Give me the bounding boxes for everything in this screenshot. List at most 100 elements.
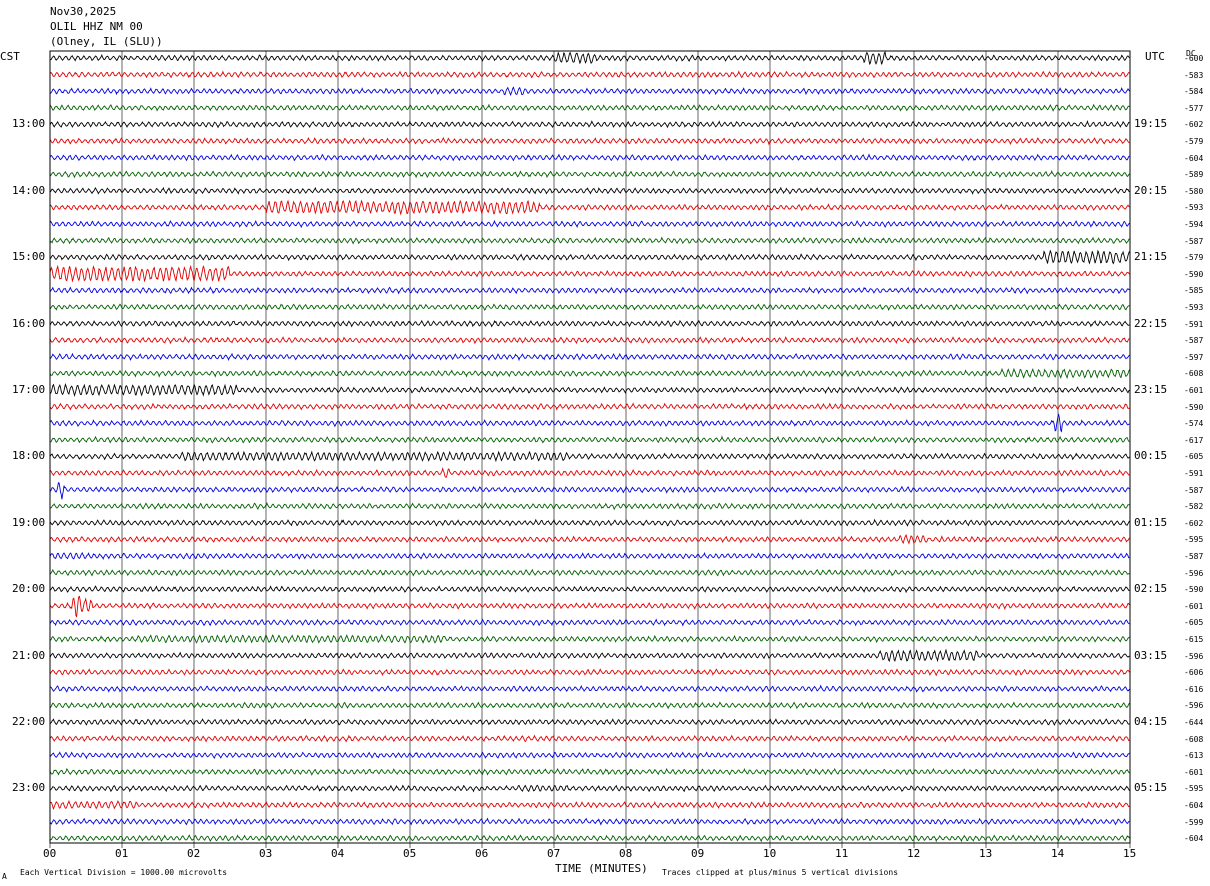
x-tick-label: 12 xyxy=(907,847,921,860)
dc-offset-label: -604 xyxy=(1184,834,1204,844)
right-hour-label: 04:15 xyxy=(1134,715,1168,728)
trace-33 xyxy=(49,595,1130,618)
trace-24 xyxy=(49,450,1130,463)
dc-offset-label: -584 xyxy=(1184,87,1204,97)
trace-28 xyxy=(49,518,1130,527)
dc-offset-label: -589 xyxy=(1184,170,1204,180)
dc-offset-label: -601 xyxy=(1184,386,1204,395)
trace-31 xyxy=(49,568,1130,577)
trace-45 xyxy=(49,799,1130,811)
dc-offset-label: -608 xyxy=(1184,734,1204,744)
trace-18 xyxy=(49,352,1130,362)
dc-offset-label: -587 xyxy=(1184,552,1204,561)
dc-offset-label: -644 xyxy=(1184,718,1204,727)
right-hour-label: 22:15 xyxy=(1134,316,1168,330)
trace-38 xyxy=(50,684,1130,693)
x-tick-label: 03 xyxy=(259,847,273,860)
dc-offset-label: -579 xyxy=(1184,137,1204,146)
trace-41 xyxy=(49,734,1130,743)
trace-3 xyxy=(49,103,1130,112)
dc-offset-label: -613 xyxy=(1184,751,1204,761)
dc-offset-label: -580 xyxy=(1184,186,1204,196)
trace-46 xyxy=(49,817,1130,826)
trace-39 xyxy=(49,701,1130,710)
trace-5 xyxy=(49,136,1130,146)
right-timezone-label: UTC xyxy=(1145,50,1165,63)
right-hour-label: 02:15 xyxy=(1134,582,1168,596)
dc-offset-label: -599 xyxy=(1184,817,1204,827)
trace-0 xyxy=(49,51,1130,66)
trace-42 xyxy=(49,751,1130,760)
x-tick-label: 06 xyxy=(475,847,489,860)
dc-offset-label: -587 xyxy=(1184,336,1204,346)
dc-offset-label: -587 xyxy=(1184,236,1204,246)
left-hour-label: 19:00 xyxy=(12,515,46,529)
seismic-traces xyxy=(49,51,1130,843)
dc-offset-label: -596 xyxy=(1184,651,1204,661)
dc-offset-label: -600 xyxy=(1184,54,1204,63)
dc-offset-label: -616 xyxy=(1184,684,1204,694)
dc-offset-label: -615 xyxy=(1184,635,1204,644)
trace-15 xyxy=(49,303,1130,311)
x-tick-label: 10 xyxy=(763,847,777,860)
trace-2 xyxy=(49,86,1130,97)
left-hour-label: 21:00 xyxy=(12,648,46,662)
x-tick-label: 05 xyxy=(403,847,417,860)
right-hour-label: 20:15 xyxy=(1134,183,1168,197)
dc-offset-label: -587 xyxy=(1184,485,1204,495)
dc-offset-label: -595 xyxy=(1184,784,1204,794)
dc-offset-label: -601 xyxy=(1184,767,1204,777)
x-tick-label: 09 xyxy=(691,847,705,860)
dc-offset-label: -596 xyxy=(1184,568,1204,578)
trace-36 xyxy=(49,648,1130,663)
left-hour-label: 17:00 xyxy=(12,383,46,396)
right-hour-label: 00:15 xyxy=(1134,449,1168,463)
plot-frame xyxy=(49,50,1131,844)
dc-offset-label: -604 xyxy=(1184,153,1204,163)
left-hour-label: 16:00 xyxy=(12,316,46,330)
left-hour-label: 23:00 xyxy=(12,781,46,795)
dc-offset-label: -617 xyxy=(1184,435,1204,445)
left-hour-label: 22:00 xyxy=(12,715,46,728)
trace-13 xyxy=(49,264,1130,283)
trace-10 xyxy=(49,219,1130,229)
trace-12 xyxy=(49,249,1130,265)
clip-note: Traces clipped at plus/minus 5 vertical … xyxy=(662,868,899,877)
trace-7 xyxy=(49,170,1130,179)
trace-32 xyxy=(49,585,1130,594)
trace-16 xyxy=(49,319,1130,328)
dc-offset-label: -590 xyxy=(1184,585,1204,595)
dc-offset-label: -605 xyxy=(1184,618,1204,628)
dc-offset-label: -591 xyxy=(1184,319,1204,329)
right-hour-label: 03:15 xyxy=(1134,648,1168,662)
trace-29 xyxy=(49,534,1130,545)
trace-44 xyxy=(49,784,1130,793)
dc-offset-label: -585 xyxy=(1184,286,1204,296)
dc-offset-label: -583 xyxy=(1184,70,1204,80)
header-location: (Olney, IL (SLU)) xyxy=(50,35,163,48)
trace-21 xyxy=(49,402,1130,411)
dc-offset-label: -591 xyxy=(1184,469,1204,478)
plot-border xyxy=(49,50,1131,844)
trace-47 xyxy=(49,834,1130,843)
x-tick-label: 08 xyxy=(619,847,633,860)
dc-offset-label: -605 xyxy=(1184,452,1204,462)
right-hour-label: 19:15 xyxy=(1134,117,1168,131)
left-timezone-label: CST xyxy=(0,50,20,63)
trace-43 xyxy=(49,767,1130,776)
corner-mark: A xyxy=(2,872,7,881)
dc-offset-label: -601 xyxy=(1184,601,1204,611)
dc-offset-label: -593 xyxy=(1184,303,1204,312)
x-tick-label: 14 xyxy=(1051,847,1065,860)
dc-offset-label: -597 xyxy=(1184,352,1204,362)
x-tick-label: 04 xyxy=(331,847,345,860)
x-tick-label: 13 xyxy=(979,847,993,860)
dc-offset-label: -594 xyxy=(1184,220,1204,229)
x-tick-label: 00 xyxy=(43,847,57,860)
x-tick-label: 15 xyxy=(1123,847,1137,860)
x-tick-label: 07 xyxy=(547,847,561,860)
dc-offset-label: -602 xyxy=(1184,518,1204,528)
minute-grid xyxy=(49,51,1131,848)
left-hour-label: 18:00 xyxy=(12,449,46,463)
